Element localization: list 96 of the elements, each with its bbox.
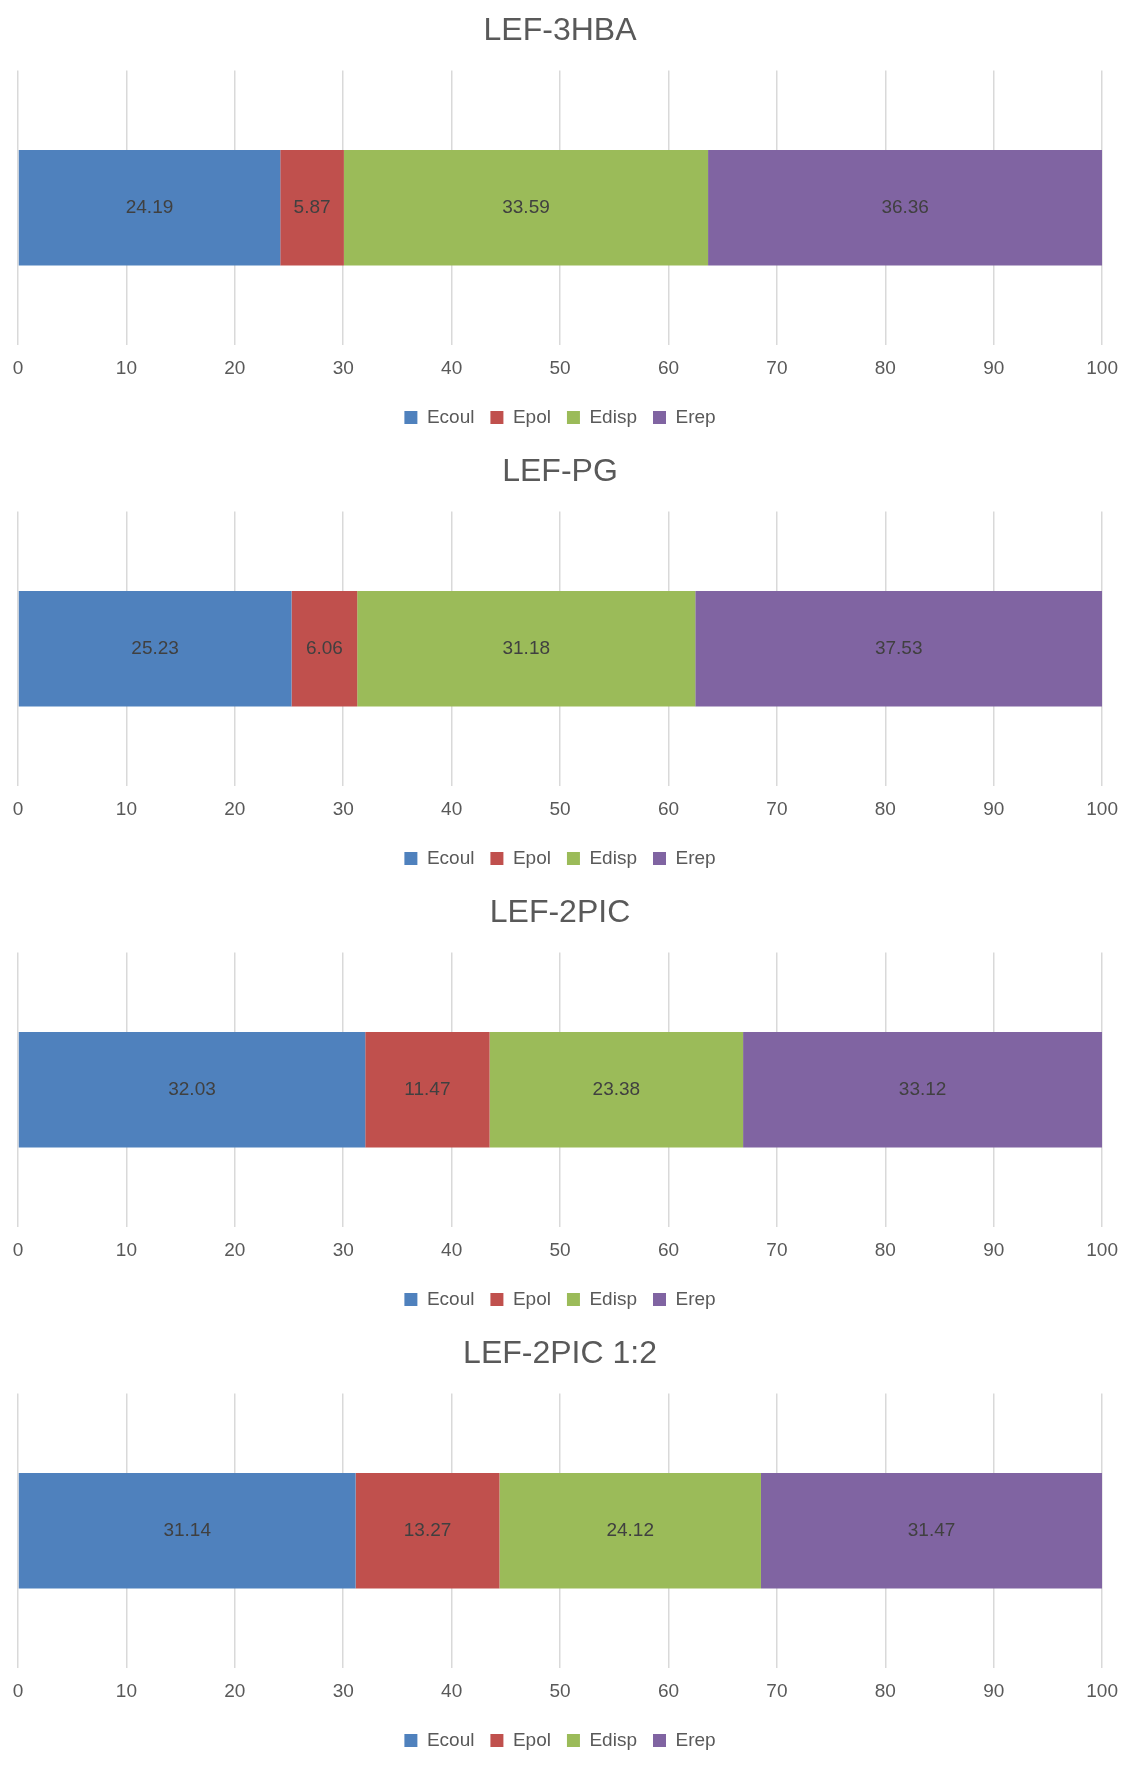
x-tick-label: 20 (224, 1238, 246, 1260)
legend-label: Edisp (589, 1287, 637, 1309)
bar (695, 591, 1103, 707)
x-tick-label: 100 (1086, 797, 1118, 819)
legend-label: Edisp (589, 846, 637, 868)
legend-label: Ecoul (426, 1728, 475, 1750)
data-label: 31.18 (502, 637, 551, 659)
legend-label: Ecoul (426, 1287, 475, 1309)
legend-label: Epol (512, 846, 551, 868)
data-label: 37.53 (874, 637, 923, 659)
x-tick-label: 90 (983, 1238, 1005, 1260)
bar (280, 150, 344, 266)
bar (760, 1473, 1103, 1589)
x-tick-label: 70 (766, 797, 788, 819)
x-tick-label: 90 (983, 1679, 1005, 1701)
chart-title: LEF-2PIC (489, 893, 631, 930)
x-tick-label: 30 (332, 1679, 354, 1701)
bar (18, 150, 281, 266)
data-label: 33.12 (898, 1078, 947, 1100)
x-tick-label: 100 (1086, 356, 1118, 378)
x-tick-label: 0 (12, 1679, 24, 1701)
x-tick-label: 0 (12, 797, 24, 819)
x-tick-label: 100 (1086, 1238, 1118, 1260)
legend-label: Ecoul (426, 405, 475, 427)
data-label: 24.19 (125, 196, 174, 218)
data-label: 25.23 (131, 637, 179, 659)
x-tick-label: 60 (657, 797, 680, 819)
x-tick-label: 80 (874, 797, 896, 819)
data-label: 13.27 (403, 1519, 452, 1541)
x-tick-label: 40 (441, 797, 463, 819)
legend-label: Epol (512, 1728, 551, 1750)
x-tick-label: 60 (657, 1679, 680, 1701)
chart-title: LEF-2PIC 1:2 (463, 1334, 657, 1371)
x-tick-label: 20 (224, 797, 246, 819)
x-tick-label: 80 (874, 1679, 896, 1701)
data-label: 36.36 (881, 196, 929, 218)
data-label: 31.47 (907, 1519, 956, 1541)
x-tick-label: 60 (657, 1238, 680, 1260)
x-tick-label: 90 (983, 356, 1005, 378)
x-tick-label: 90 (983, 797, 1005, 819)
bar (499, 1473, 761, 1589)
x-tick-label: 0 (12, 356, 24, 378)
chart-title: LEF-3HBA (483, 11, 638, 48)
x-tick-label: 20 (224, 1679, 246, 1701)
legend-label: Epol (512, 405, 551, 427)
x-tick-label: 10 (115, 1679, 137, 1701)
x-tick-label: 70 (766, 1679, 788, 1701)
data-label: 24.12 (606, 1519, 654, 1541)
bar (357, 591, 696, 707)
x-tick-label: 70 (766, 356, 788, 378)
data-label: 33.59 (502, 196, 550, 218)
bar (291, 591, 358, 707)
legend-label: Erep (675, 1287, 716, 1309)
x-tick-label: 50 (549, 797, 571, 819)
x-tick-label: 40 (441, 1238, 463, 1260)
x-tick-label: 80 (874, 356, 896, 378)
x-tick-label: 40 (441, 356, 463, 378)
chart-title: LEF-PG (502, 452, 618, 489)
data-label: 5.87 (293, 196, 331, 218)
x-tick-label: 10 (115, 1238, 137, 1260)
x-tick-label: 0 (12, 1238, 24, 1260)
data-label: 32.03 (168, 1078, 216, 1100)
x-tick-label: 70 (766, 1238, 788, 1260)
data-label: 6.06 (305, 637, 343, 659)
bar (18, 1473, 356, 1589)
data-label: 23.38 (592, 1078, 641, 1100)
x-tick-label: 60 (657, 356, 680, 378)
bar (18, 591, 292, 707)
x-tick-label: 30 (332, 356, 354, 378)
x-tick-label: 100 (1086, 1679, 1118, 1701)
x-tick-label: 40 (441, 1679, 463, 1701)
x-tick-label: 10 (115, 797, 137, 819)
bar (708, 150, 1103, 266)
legend-label: Ecoul (426, 846, 475, 868)
x-tick-label: 80 (874, 1238, 896, 1260)
x-tick-label: 50 (549, 356, 571, 378)
x-tick-label: 50 (549, 1679, 571, 1701)
x-tick-label: 30 (332, 1238, 354, 1260)
x-tick-label: 30 (332, 797, 354, 819)
legend-label: Erep (675, 846, 716, 868)
bar (743, 1032, 1103, 1148)
bar (489, 1032, 744, 1148)
x-tick-label: 20 (224, 356, 246, 378)
bar (365, 1032, 490, 1148)
legend-label: Erep (675, 1728, 716, 1750)
data-label: 31.14 (163, 1519, 212, 1541)
legend-label: Erep (675, 405, 716, 427)
bar (343, 150, 709, 266)
data-label: 11.47 (404, 1078, 451, 1100)
legend-label: Edisp (589, 405, 637, 427)
legend-label: Edisp (589, 1728, 637, 1750)
legend-label: Epol (512, 1287, 551, 1309)
bar (355, 1473, 500, 1589)
x-tick-label: 50 (549, 1238, 571, 1260)
x-tick-label: 10 (115, 356, 137, 378)
bar (18, 1032, 366, 1148)
